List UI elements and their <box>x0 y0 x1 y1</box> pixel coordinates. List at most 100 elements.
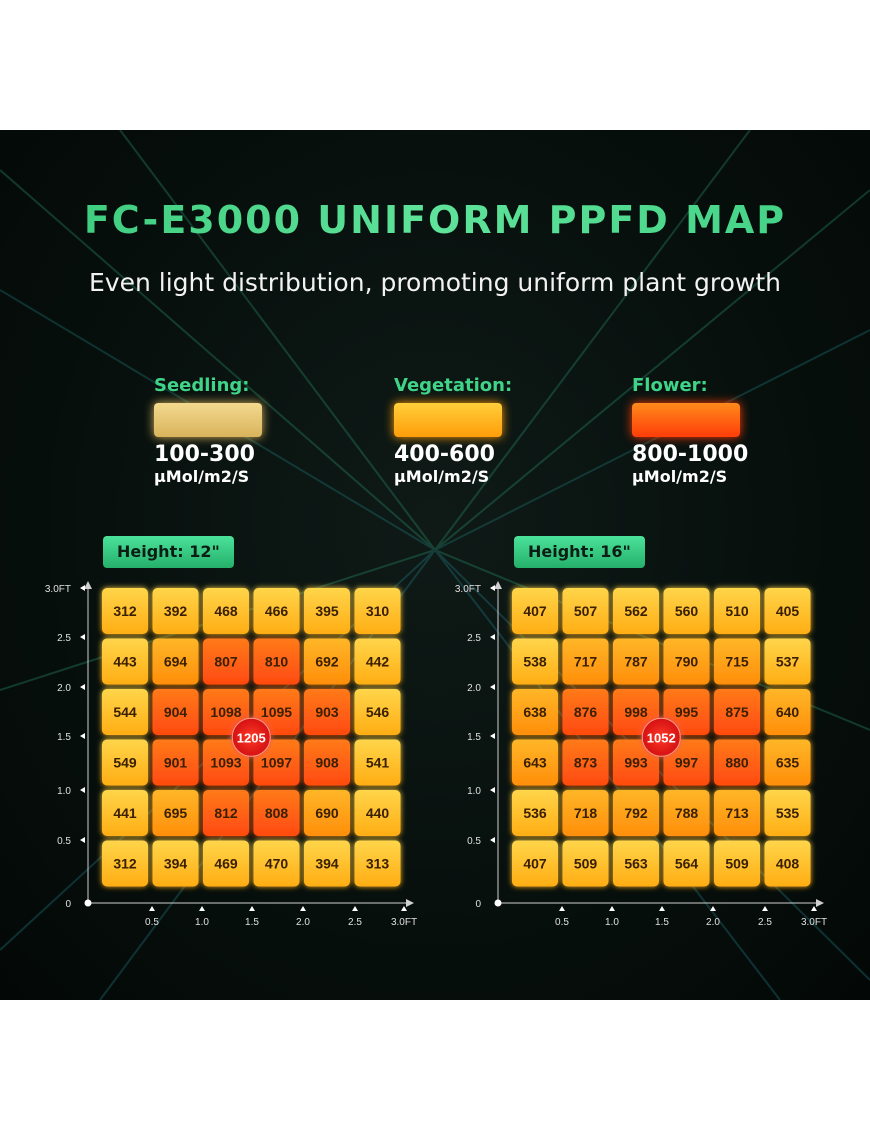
heatmap-cell <box>512 588 558 634</box>
heatmap-cell <box>203 790 249 836</box>
cell-value: 873 <box>574 755 598 771</box>
x-tick-label: 2.5 <box>758 917 772 928</box>
heatmap-cell <box>102 840 148 887</box>
y-tick-mark <box>490 837 495 843</box>
heatmap-cell <box>764 840 811 887</box>
cell-value: 880 <box>725 755 749 771</box>
y-tick-label: 3.0FT <box>45 584 71 595</box>
x-axis-arrow <box>406 899 414 907</box>
y-tick-mark <box>80 585 85 591</box>
cell-value: 408 <box>776 856 800 872</box>
cell-value: 549 <box>113 755 137 771</box>
peak-marker <box>231 717 271 757</box>
cell-value: 507 <box>574 603 598 619</box>
heatmap-cell <box>102 739 148 786</box>
height-label-16: Height: 16" <box>514 536 645 568</box>
y-tick-label: 1.0 <box>57 786 71 797</box>
cell-value: 808 <box>265 805 289 821</box>
y-tick-mark <box>80 634 85 640</box>
x-tick-label: 3.0FT <box>391 917 417 928</box>
legend-range: 400-600 <box>394 442 495 467</box>
heatmap-cell <box>663 638 710 685</box>
y-tick-mark <box>80 837 85 843</box>
heatmap-cell <box>512 689 558 735</box>
x-tick-mark <box>300 906 306 911</box>
cell-value: 536 <box>523 805 547 821</box>
cell-value: 717 <box>574 654 598 670</box>
y-tick-mark <box>490 787 495 793</box>
legend-name: Vegetation: <box>394 375 513 396</box>
x-tick-label: 1.5 <box>655 917 669 928</box>
heatmap-cell <box>354 689 401 735</box>
cell-value: 535 <box>776 805 800 821</box>
x-tick-label: 2.0 <box>296 917 310 928</box>
heatmap-0: 0.5 1.0 1.5 2.0 2.5 3.0FT 3.0FT 2.5 2.0 1.5 1.0 0.5… <box>45 581 417 928</box>
legend-swatch <box>394 403 502 437</box>
heatmap-cell <box>562 790 609 836</box>
heatmap-cell <box>253 638 300 685</box>
heatmap-cell <box>304 638 350 685</box>
cell-value: 312 <box>113 856 137 872</box>
heatmap-cell <box>663 588 710 634</box>
cell-value: 908 <box>315 755 339 771</box>
x-tick-mark <box>199 906 205 911</box>
cell-value: 405 <box>776 603 800 619</box>
peak-marker <box>641 717 681 757</box>
legend-swatch <box>632 403 740 437</box>
legend-seedling: Seedling: 100-300 μMol/m2/S <box>154 375 314 487</box>
heatmap-cell <box>152 689 199 735</box>
y-tick-label: 2.0 <box>467 683 481 694</box>
cell-value: 995 <box>675 704 699 720</box>
heatmap-cell <box>714 689 760 735</box>
y-tick-label: 0 <box>475 899 481 910</box>
cell-value: 443 <box>113 654 137 670</box>
cell-value: 562 <box>624 603 648 619</box>
x-tick-label: 1.0 <box>605 917 619 928</box>
cell-value: 875 <box>725 704 749 720</box>
x-tick-mark <box>352 906 358 911</box>
cell-value: 407 <box>523 603 547 619</box>
heatmap-cell <box>253 588 300 634</box>
cell-value: 787 <box>624 654 648 670</box>
heatmap-cell <box>764 739 811 786</box>
heatmap-cell <box>152 739 199 786</box>
cell-value: 790 <box>675 654 699 670</box>
cell-value: 640 <box>776 704 800 720</box>
heatmap-cell <box>562 739 609 786</box>
cell-value: 469 <box>214 856 238 872</box>
y-tick-label: 1.0 <box>467 786 481 797</box>
cell-value: 694 <box>164 654 188 670</box>
heatmap-cell <box>613 638 659 685</box>
cell-value: 643 <box>523 755 547 771</box>
heatmap-cell <box>512 840 558 887</box>
heatmap-cell <box>152 840 199 887</box>
cell-value: 997 <box>675 755 699 771</box>
cell-value: 692 <box>315 654 339 670</box>
y-tick-label: 2.5 <box>57 633 71 644</box>
y-tick-label: 0.5 <box>467 836 481 847</box>
heatmap-cell <box>152 638 199 685</box>
peak-value: 1205 <box>237 730 266 745</box>
cell-value: 440 <box>366 805 390 821</box>
x-tick-mark <box>249 906 255 911</box>
heatmap-cell <box>354 790 401 836</box>
legend-flower: Flower: 800-1000 μMol/m2/S <box>632 375 792 487</box>
heatmap-cell <box>304 790 350 836</box>
peak-value: 1052 <box>647 730 676 745</box>
heatmap-cell <box>102 790 148 836</box>
heatmap-cell <box>562 689 609 735</box>
heatmap-cell <box>304 739 350 786</box>
axis-origin-dot <box>494 899 502 907</box>
cell-value: 788 <box>675 805 699 821</box>
cell-value: 1095 <box>261 704 292 720</box>
cell-value: 715 <box>725 654 749 670</box>
heatmap-cell <box>304 689 350 735</box>
cell-value: 903 <box>315 704 339 720</box>
heatmap-cell <box>304 840 350 887</box>
x-tick-label: 1.0 <box>195 917 209 928</box>
cell-value: 541 <box>366 755 390 771</box>
y-tick-mark <box>490 585 495 591</box>
cell-value: 807 <box>214 654 238 670</box>
heatmap-cell <box>764 689 811 735</box>
x-tick-label: 2.5 <box>348 917 362 928</box>
